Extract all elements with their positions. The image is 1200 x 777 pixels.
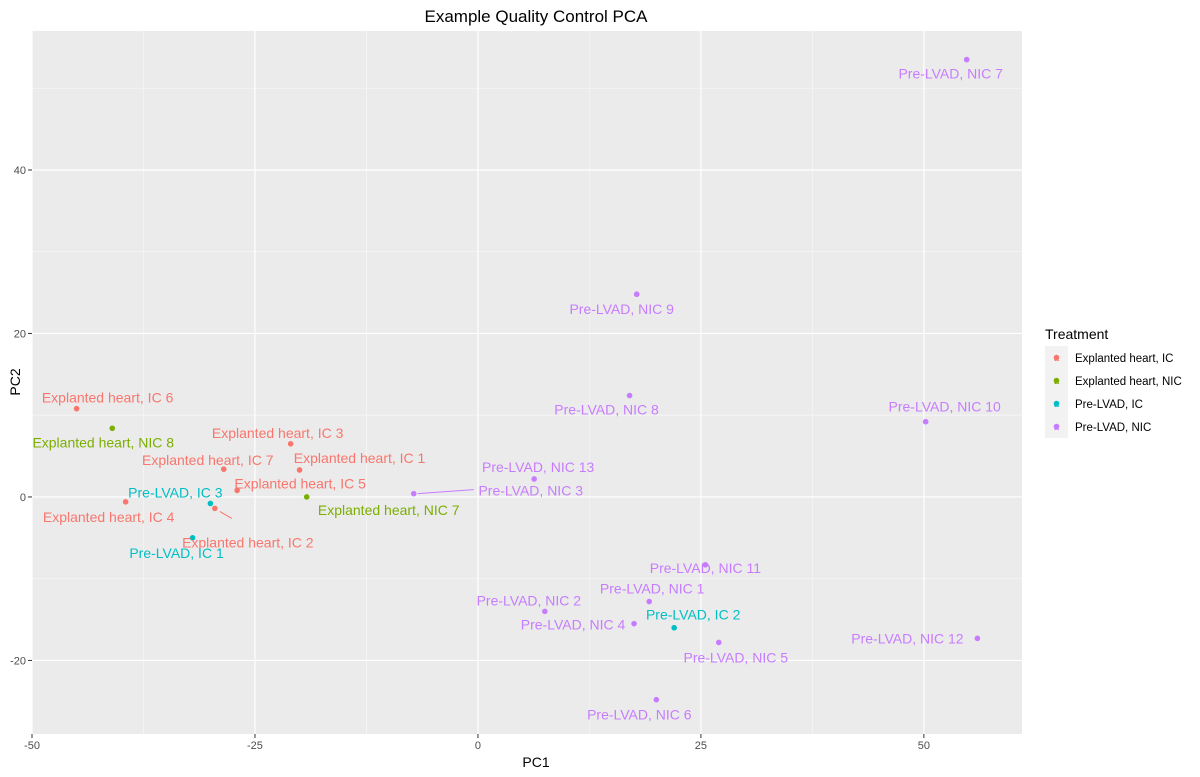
data-point	[122, 499, 129, 505]
data-point	[646, 598, 652, 605]
data-point	[963, 56, 970, 63]
legend-item: a Explanted heart, NIC	[1045, 369, 1182, 392]
plot-panel	[32, 31, 1022, 734]
point-label: Explanted heart, IC 1	[294, 450, 426, 466]
point-label: Explanted heart, IC 4	[43, 509, 175, 525]
data-point	[626, 392, 633, 399]
point-label: Explanted heart, IC 7	[142, 452, 274, 468]
x-axis-label: PC1	[522, 754, 549, 770]
minor-gridlines	[32, 31, 1022, 734]
legend-key-glyph: a	[1054, 399, 1060, 409]
label-connectors	[219, 489, 474, 519]
x-tick-label: -50	[24, 740, 40, 752]
y-axis-label: PC2	[7, 368, 23, 395]
label-connector	[219, 510, 233, 519]
point-label: Pre-LVAD, NIC 13	[482, 459, 595, 475]
point-label: Explanted heart, IC 6	[42, 390, 174, 406]
legend-label: Explanted heart, NIC	[1075, 376, 1182, 388]
point-label: Pre-LVAD, NIC 10	[889, 399, 1002, 415]
data-point	[410, 490, 417, 497]
legend-label: Explanted heart, IC	[1075, 353, 1173, 365]
point-label: Pre-LVAD, NIC 12	[851, 630, 964, 646]
legend-label: Pre-LVAD, NIC	[1075, 422, 1151, 434]
data-point	[702, 561, 709, 568]
x-tick-label: 50	[918, 740, 930, 752]
point-label: Pre-LVAD, NIC 11	[650, 560, 761, 576]
legend-key-glyph: a	[1054, 376, 1060, 386]
data-point	[653, 696, 660, 703]
data-point	[922, 418, 929, 425]
data-point	[212, 505, 218, 512]
y-axis: -20 0 20 40	[10, 165, 32, 667]
data-point	[189, 535, 196, 541]
data-point	[715, 639, 722, 646]
point-label: Pre-LVAD, NIC 2	[477, 592, 582, 608]
legend-key-point	[1053, 400, 1060, 407]
point-label: Explanted heart, IC 3	[212, 425, 344, 441]
data-point	[234, 487, 240, 494]
point-label: Pre-LVAD, NIC 6	[587, 707, 692, 723]
legend-title: Treatment	[1045, 326, 1108, 342]
point-label: Pre-LVAD, NIC 4	[521, 617, 626, 633]
data-point	[296, 467, 303, 473]
point-label: Pre-LVAD, IC 1	[129, 545, 224, 561]
point-label: Explanted heart, NIC 7	[318, 502, 460, 518]
legend-key-point	[1053, 377, 1060, 384]
data-point	[287, 441, 294, 447]
data-point	[633, 291, 640, 298]
y-tick-label: 40	[14, 165, 26, 177]
data-points	[73, 56, 981, 703]
data-point	[542, 608, 548, 615]
y-tick-label: 0	[20, 492, 26, 504]
legend-item: a Pre-LVAD, IC	[1045, 392, 1143, 415]
point-label: Pre-LVAD, NIC 3	[478, 483, 583, 499]
point-label: Pre-LVAD, IC 2	[646, 607, 741, 623]
major-gridlines	[31, 31, 1022, 734]
y-tick-label: -20	[10, 655, 26, 667]
point-label: Pre-LVAD, NIC 7	[898, 66, 1003, 82]
point-label: Explanted heart, NIC 8	[32, 434, 174, 450]
point-label: Pre-LVAD, IC 3	[128, 484, 223, 500]
legend-key-glyph: a	[1054, 422, 1060, 432]
point-label: Explanted heart, IC 2	[182, 534, 314, 550]
point-labels: Explanted heart, IC 1 Explanted heart, IC…	[32, 66, 1003, 723]
x-tick-label: 25	[695, 740, 707, 752]
legend-item: a Explanted heart, IC	[1045, 346, 1173, 369]
label-connector	[417, 489, 474, 495]
point-label: Pre-LVAD, NIC 9	[569, 301, 674, 317]
data-point	[974, 635, 981, 642]
y-tick-label: 20	[14, 328, 26, 340]
data-point	[531, 476, 537, 482]
x-tick-label: 0	[475, 740, 481, 752]
legend-item: a Pre-LVAD, NIC	[1045, 415, 1151, 438]
legend: Treatment a Explanted heart, IC a Explanted…	[1045, 326, 1182, 438]
legend-key-glyph: a	[1054, 353, 1060, 363]
x-tick-label: -25	[247, 740, 263, 752]
point-label: Pre-LVAD, NIC 1	[600, 581, 705, 597]
legend-key-point	[1053, 423, 1060, 430]
data-point	[207, 500, 214, 507]
data-point	[220, 466, 227, 472]
data-point	[109, 425, 116, 432]
legend-key-point	[1053, 354, 1060, 361]
point-label: Pre-LVAD, NIC 8	[554, 402, 659, 418]
point-label: Pre-LVAD, NIC 5	[683, 649, 788, 665]
legend-label: Pre-LVAD, IC	[1075, 399, 1143, 411]
data-point	[631, 620, 637, 627]
data-point	[303, 494, 310, 500]
data-point	[671, 624, 677, 631]
x-axis: -50 -25 0 25 50	[24, 734, 930, 752]
data-point	[73, 405, 80, 412]
chart-title: Example Quality Control PCA	[425, 7, 649, 26]
point-label: Explanted heart, IC 5	[234, 475, 366, 491]
